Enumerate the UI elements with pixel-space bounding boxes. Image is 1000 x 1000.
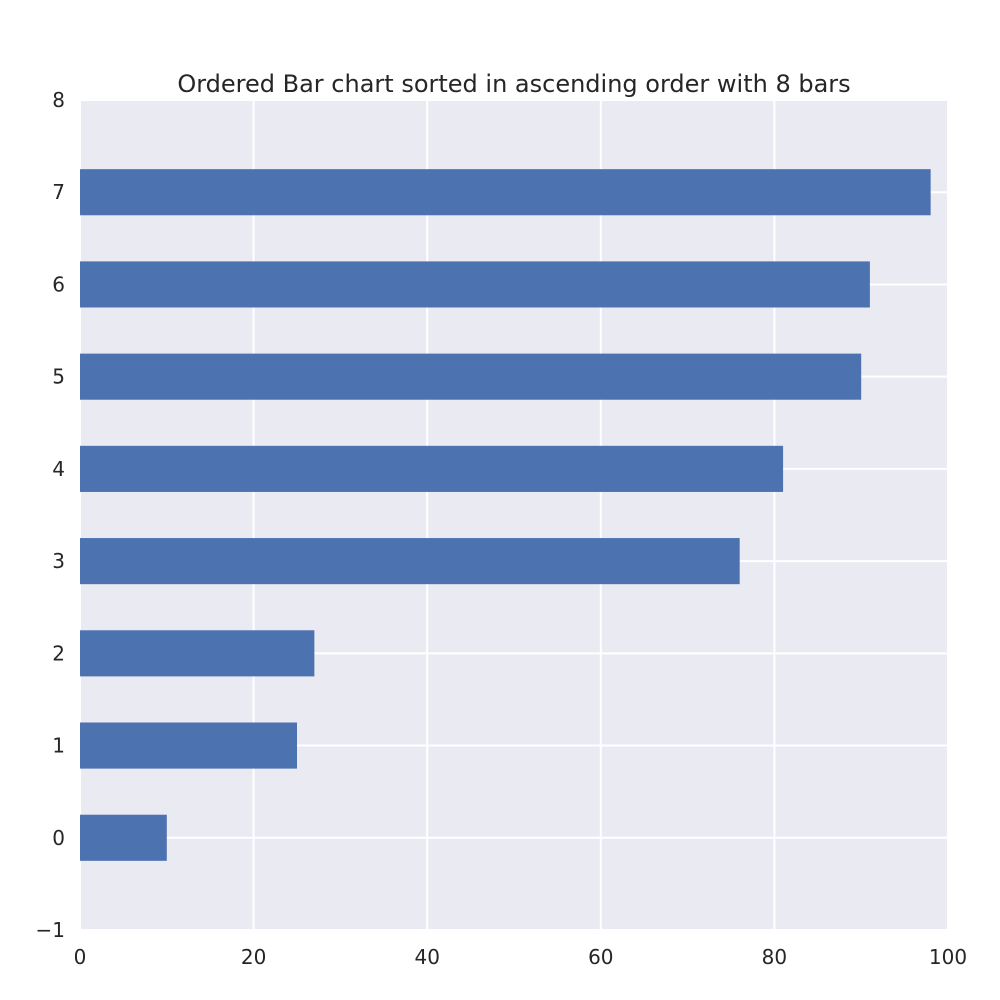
bar-0 — [80, 814, 167, 861]
y-tick-label-3: 2 — [52, 641, 65, 665]
x-tick-label-0: 0 — [74, 945, 87, 969]
x-tick-label-5: 100 — [929, 945, 967, 969]
y-tick-label-4: 3 — [52, 549, 65, 573]
x-tick-label-1: 20 — [241, 945, 266, 969]
bar-6 — [80, 261, 870, 308]
y-tick-label-0: −1 — [36, 918, 65, 942]
bar-5 — [80, 353, 862, 400]
y-tick-label-1: 0 — [52, 826, 65, 850]
y-tick-label-6: 5 — [52, 365, 65, 389]
chart-title: Ordered Bar chart sorted in ascending or… — [177, 70, 850, 98]
y-tick-label-8: 7 — [52, 180, 65, 204]
plot-background — [80, 100, 948, 930]
y-tick-label-7: 6 — [52, 272, 65, 296]
bar-1 — [80, 722, 297, 769]
y-tick-label-5: 4 — [52, 457, 65, 481]
y-tick-label-9: 8 — [52, 88, 65, 112]
x-tick-label-2: 40 — [414, 945, 439, 969]
bar-4 — [80, 445, 784, 492]
plot-area: 0 20 40 60 80 100 −1 0 1 2 3 4 5 6 7 8 — [36, 88, 968, 969]
x-tick-label-4: 80 — [762, 945, 787, 969]
y-tick-label-2: 1 — [52, 734, 65, 758]
bar-3 — [80, 538, 740, 585]
x-tick-label-3: 60 — [588, 945, 613, 969]
bar-2 — [80, 630, 315, 677]
bar-7 — [80, 169, 931, 216]
